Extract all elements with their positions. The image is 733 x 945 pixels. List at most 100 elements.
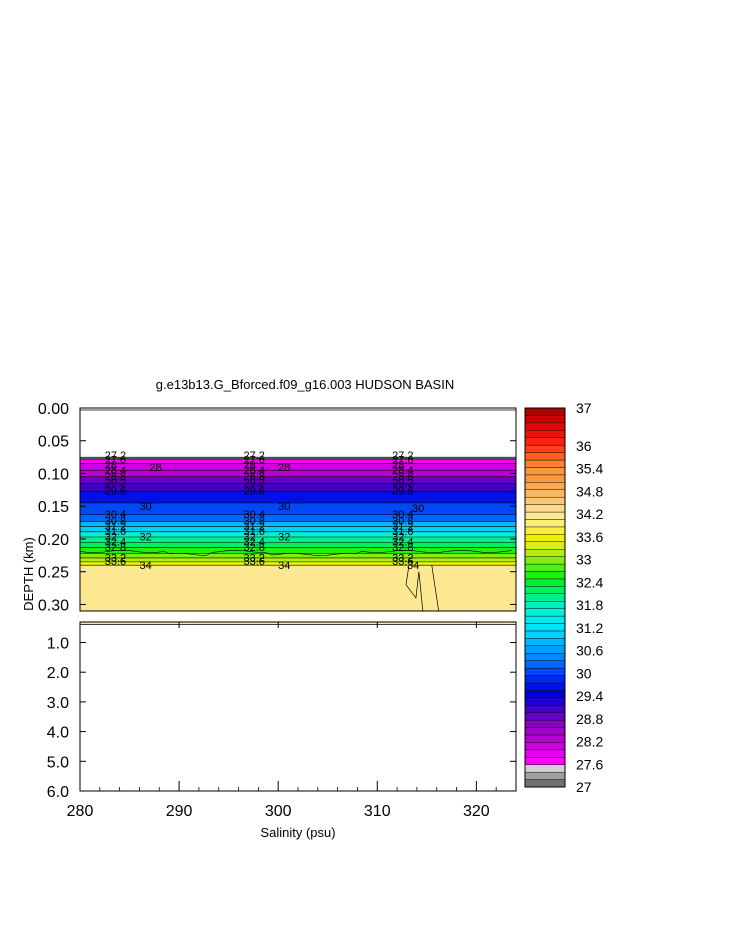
x-tick-label: 310 — [364, 803, 391, 820]
colorbar-tick-label: 31.8 — [576, 597, 603, 613]
colorbar-box — [524, 519, 566, 528]
contour-label: 28 — [105, 459, 117, 471]
colorbar-box — [524, 430, 566, 438]
colorbar-box — [524, 660, 566, 669]
contour-label: 29.6 — [105, 486, 126, 498]
colorbar-tick-label: 27.6 — [576, 756, 603, 772]
contour-label: 30 — [278, 501, 290, 513]
contour-label: 32 — [278, 531, 290, 543]
colorbar-tick-label: 33 — [576, 552, 592, 568]
colorbar-box — [524, 727, 566, 736]
colorbar-box — [524, 563, 566, 572]
y-axis-label: DEPTH (km) — [21, 537, 36, 611]
contour-label: 27.6 — [244, 455, 265, 467]
colorbar-box — [524, 734, 566, 743]
colorbar-tick-label: 34.2 — [576, 506, 603, 522]
x-axis-label: Salinity (psu) — [260, 825, 335, 840]
salinity-band — [80, 565, 516, 611]
contour-label: 32.4 — [244, 537, 265, 549]
colorbar-box — [524, 667, 566, 676]
colorbar-box — [524, 452, 566, 461]
contour-label: 30.8 — [392, 516, 413, 528]
colorbar-box — [524, 422, 566, 431]
contour-label: 27.2 — [392, 450, 413, 462]
contour-label: 32 — [139, 531, 151, 543]
lower-y-tick-label: 5.0 — [47, 754, 69, 771]
deep-salinity-band — [80, 622, 516, 625]
upper-y-tick-label: 0.20 — [38, 532, 69, 549]
contour-label: 32.4 — [392, 537, 413, 549]
contour-label: 30 — [139, 501, 151, 513]
colorbar-tick-label: 36 — [576, 438, 592, 454]
salinity-band — [80, 547, 516, 554]
colorbar-box — [524, 586, 566, 594]
contour-label: 33.2 — [392, 552, 413, 564]
contour-label: 30.4 — [244, 509, 265, 521]
colorbar-tick-label: 28.8 — [576, 711, 603, 727]
contour-label: 30.8 — [244, 516, 265, 528]
upper-panel: 27.227.62828.428.829.229.630.430.831.231… — [38, 401, 517, 614]
contour-label: 28 — [392, 459, 404, 471]
contour-label: 28 — [278, 462, 290, 474]
colorbar-box — [524, 749, 566, 758]
upper-y-tick-label: 0.05 — [38, 434, 69, 451]
salinity-band — [80, 514, 516, 522]
contour-label: 32.4 — [105, 537, 126, 549]
colorbar-box — [524, 444, 566, 453]
colorbar-box — [524, 764, 566, 773]
contour-label: 32.8 — [244, 542, 265, 554]
salinity-band — [80, 470, 516, 478]
colorbar-tick-label: 28.2 — [576, 734, 603, 750]
colorbar-tick-label: 35.4 — [576, 461, 603, 477]
salinity-band — [80, 542, 516, 548]
colorbar-box — [524, 541, 566, 550]
salinity-band — [80, 491, 516, 504]
lower-panel: 1.0 2.0 3.0 4.0 5.0 6.0 280 290 300 310 320 — [47, 621, 517, 820]
colorbar-box — [524, 623, 566, 632]
salinity-band — [80, 476, 516, 484]
salinity-band — [80, 537, 516, 543]
contour-label: 28 — [244, 459, 256, 471]
colorbar-box — [524, 548, 566, 557]
contour-label: 29.6 — [244, 486, 265, 498]
contour-label: 28.8 — [105, 471, 126, 483]
colorbar-tick-label: 30.6 — [576, 643, 603, 659]
colorbar-box — [524, 608, 566, 617]
contour-label: 34 — [407, 560, 419, 572]
salinity-band — [80, 557, 516, 563]
contour-label: 31.2 — [244, 521, 265, 533]
lower-y-tick-label: 2.0 — [47, 665, 69, 682]
colorbar-tick-label: 30 — [576, 665, 592, 681]
contour-label: 28 — [149, 462, 161, 474]
colorbar-box — [524, 526, 566, 535]
colorbar-box — [524, 645, 566, 654]
contour-feature — [431, 565, 440, 611]
lower-y-tick-label: 6.0 — [47, 784, 69, 801]
contour-label: 29.2 — [105, 478, 126, 490]
contour-label: 29.2 — [392, 478, 413, 490]
colorbar-tick-label: 34.8 — [576, 483, 603, 499]
salinity-band — [80, 502, 516, 516]
colorbar-box — [524, 571, 566, 580]
colorbar-tick-label: 31.2 — [576, 620, 603, 636]
colorbar-box — [524, 742, 566, 751]
contour-label: 30.4 — [105, 509, 126, 521]
salinity-band — [80, 561, 516, 566]
colorbar-box — [524, 556, 566, 565]
colorbar-box — [524, 719, 566, 728]
contour-label: 32 — [392, 531, 404, 543]
salinity-band — [80, 483, 516, 492]
contour-label: 27.6 — [392, 455, 413, 467]
contour-label: 31.2 — [105, 521, 126, 533]
contour-label: 33.6 — [105, 556, 126, 568]
contour-label: 31.2 — [392, 521, 413, 533]
colorbar-tick-label: 37 — [576, 400, 592, 416]
contour-label: 31.6 — [105, 526, 126, 538]
colorbar-box — [524, 653, 566, 661]
contour-label: 34 — [139, 560, 151, 572]
colorbar-box — [524, 771, 566, 780]
x-tick-label: 300 — [265, 803, 292, 820]
colorbar-box — [524, 712, 566, 721]
contour-label: 28.4 — [244, 465, 265, 477]
colorbar-tick-label: 27 — [576, 779, 592, 795]
